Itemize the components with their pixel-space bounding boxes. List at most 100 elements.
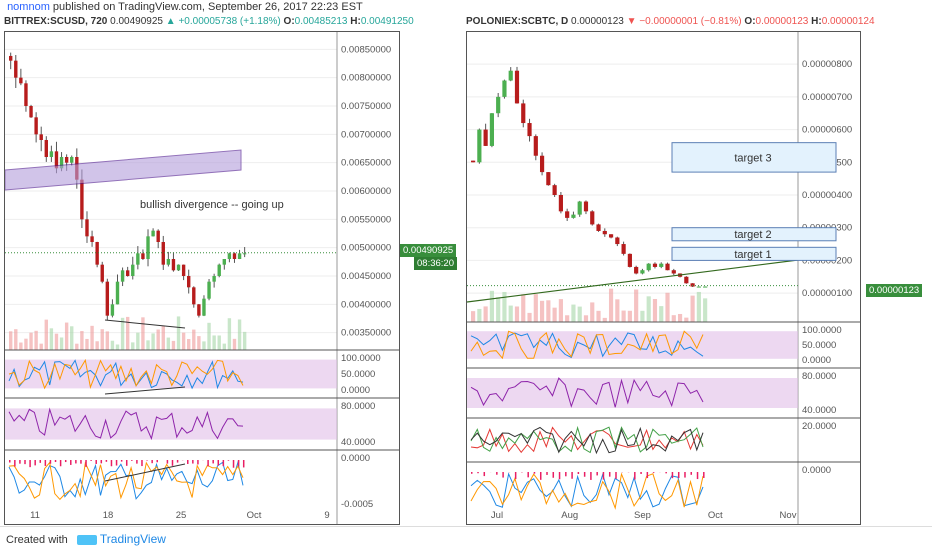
tradingview-logo-icon: [77, 535, 97, 545]
candle: [141, 253, 144, 259]
macd-histogram-bar: [34, 460, 36, 465]
price-tick-label: 0.00700000: [341, 129, 391, 140]
candle: [559, 195, 563, 211]
macd-histogram-bar: [146, 460, 148, 461]
left-symbol[interactable]: BITTREX:SCUSD, 720: [4, 16, 107, 27]
macd-histogram-bar: [9, 460, 11, 462]
left-last: 0.00490925: [110, 16, 163, 27]
volume-bar: [121, 318, 124, 350]
right-chart-svg[interactable]: 0.000008000.000007000.000006000.00000500…: [467, 32, 860, 524]
macd-histogram-bar: [75, 460, 77, 463]
indicator-line: [471, 474, 703, 507]
volume-bar: [14, 329, 17, 350]
volume-bar: [233, 339, 236, 350]
left-legend: BITTREX:SCUSD, 720 0.00490925 ▲ +0.00005…: [4, 15, 414, 29]
time-tick-label: 18: [103, 510, 114, 521]
candle: [70, 157, 73, 163]
candle: [218, 265, 221, 276]
volume-bar: [70, 326, 73, 350]
volume-bar: [243, 332, 246, 350]
indicator-band: [467, 331, 798, 359]
candle: [172, 259, 175, 270]
macd-histogram-bar: [126, 460, 128, 466]
price-tick-label: 0.00000700: [802, 92, 852, 103]
volume-bar: [101, 329, 104, 350]
volume-bar: [9, 331, 12, 350]
indicator-line: [9, 462, 243, 498]
volume-bar: [228, 318, 231, 350]
volume-bar: [521, 294, 525, 322]
candle: [647, 264, 651, 271]
candle: [197, 304, 200, 315]
volume-bar: [34, 331, 37, 350]
volume-bar: [40, 344, 43, 350]
volume-bar: [212, 335, 215, 350]
volume-bar: [615, 299, 619, 322]
candle: [684, 277, 688, 284]
volume-bar: [697, 292, 701, 322]
macd-histogram-bar: [151, 460, 153, 463]
volume-bar: [527, 313, 531, 322]
price-tick-label: 0.00000600: [802, 125, 852, 136]
macd-histogram-bar: [29, 460, 31, 467]
publisher-name[interactable]: nomnom: [7, 1, 50, 13]
macd-histogram-bar: [156, 460, 158, 462]
indicator-tick-label: 0.0000: [341, 453, 370, 464]
candle: [521, 103, 525, 123]
right-chart-panel[interactable]: 0.000008000.000007000.000006000.00000500…: [466, 31, 861, 525]
volume-bar: [634, 290, 638, 322]
time-tick-label: Jul: [491, 510, 503, 521]
indicator-band: [467, 378, 798, 408]
candle: [146, 236, 149, 259]
volume-bar: [590, 302, 594, 322]
price-tick-label: 0.00000100: [802, 288, 852, 299]
volume-bar: [172, 341, 175, 350]
volume-bar: [162, 326, 165, 350]
candle: [703, 287, 707, 288]
right-change: −0.00000001 (−0.81%): [639, 16, 741, 27]
candle: [659, 264, 663, 267]
candle: [19, 78, 22, 84]
price-tick-label: 0.00450000: [341, 271, 391, 282]
macd-histogram-bar: [502, 472, 504, 478]
volume-bar: [167, 338, 170, 350]
volume-bar: [192, 330, 195, 350]
macd-histogram-bar: [50, 460, 52, 464]
volume-bar: [584, 315, 588, 322]
macd-histogram-bar: [141, 460, 143, 466]
volume-bar: [55, 334, 58, 350]
volume-bar: [111, 341, 114, 350]
macd-histogram-bar: [70, 460, 72, 465]
candle: [151, 231, 154, 237]
candle: [490, 113, 494, 146]
volume-bar: [50, 328, 53, 350]
volume-bar: [596, 311, 600, 322]
macd-histogram-bar: [672, 472, 674, 478]
indicator-tick-label: -0.0005: [341, 499, 373, 510]
time-tick-label: Oct: [247, 510, 262, 521]
macd-histogram-bar: [106, 460, 108, 462]
macd-histogram-bar: [553, 472, 555, 478]
volume-bar: [603, 318, 607, 322]
volume-bar: [496, 297, 500, 322]
macd-histogram-bar: [647, 472, 649, 478]
right-symbol[interactable]: POLONIEX:SCBTC, D: [466, 16, 568, 27]
right-legend: POLONIEX:SCBTC, D 0.00000123 ▼ −0.000000…: [466, 15, 875, 29]
volume-bar: [141, 317, 144, 350]
candle: [126, 270, 129, 276]
target-label-3: target 3: [734, 152, 771, 164]
footer-brand[interactable]: TradingView: [100, 532, 166, 546]
candle: [653, 264, 657, 267]
left-chart-svg[interactable]: 0.008500000.008000000.007500000.00700000…: [5, 32, 399, 524]
volume-bar: [24, 339, 27, 350]
price-tick-label: 0.00800000: [341, 73, 391, 84]
macd-histogram-bar: [238, 460, 240, 466]
volume-bar: [136, 333, 139, 350]
macd-histogram-bar: [559, 472, 561, 479]
macd-histogram-bar: [136, 460, 138, 464]
candle: [540, 156, 544, 172]
candle: [14, 61, 17, 78]
volume-bar: [106, 331, 109, 350]
indicator-tick-label: 40.0000: [341, 437, 375, 448]
